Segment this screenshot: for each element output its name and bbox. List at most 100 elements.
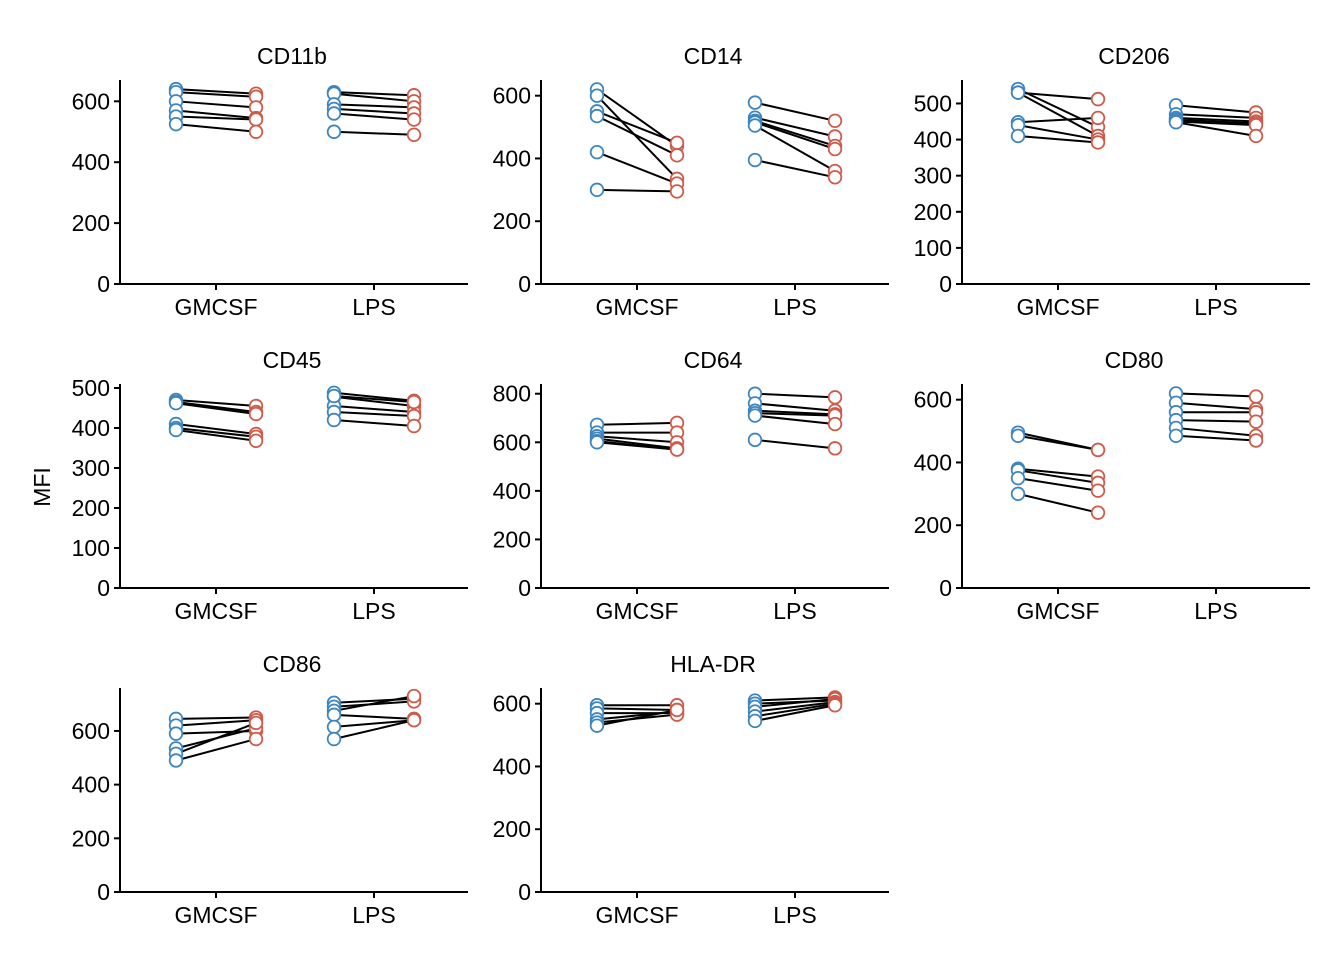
point-after [248, 731, 264, 747]
pair-line [754, 414, 836, 426]
point-after [248, 406, 264, 422]
panel-title: CD11b [257, 43, 327, 69]
pair-line [596, 441, 678, 451]
y-tick-label: 0 [939, 575, 952, 601]
y-tick-label: 400 [72, 415, 110, 441]
point-before [168, 116, 184, 132]
pair-line [1175, 434, 1257, 442]
point-before [747, 432, 763, 448]
x-tick-label: LPS [1194, 598, 1237, 624]
point-before [747, 713, 763, 729]
pair-line [1017, 492, 1099, 514]
point-after [827, 141, 843, 157]
point-after [827, 416, 843, 432]
pair-line [175, 123, 257, 133]
x-tick-label: LPS [773, 294, 816, 320]
point-before [1010, 85, 1026, 100]
y-tick-label: 0 [97, 575, 110, 601]
pair-line [754, 702, 836, 718]
pair-line [1175, 419, 1257, 423]
pair-line [1175, 118, 1257, 125]
y-tick-label: 200 [493, 526, 531, 552]
y-tick-label: 0 [518, 271, 531, 297]
point-before [1168, 428, 1184, 443]
x-tick-label: GMCSF [1016, 294, 1099, 320]
x-tick-label: GMCSF [595, 294, 678, 320]
point-after [1090, 442, 1106, 458]
point-before [589, 435, 605, 450]
point-after [1090, 483, 1106, 498]
pair-line [333, 713, 415, 720]
pair-line [1017, 91, 1099, 101]
panel-title: CD80 [1105, 347, 1164, 373]
point-after [1248, 128, 1264, 144]
point-after [669, 184, 685, 199]
y-tick-label: 600 [493, 429, 531, 455]
pair-line [1175, 401, 1257, 411]
x-tick-label: GMCSF [595, 902, 678, 928]
pair-line [333, 92, 415, 103]
pair-line [1175, 120, 1257, 127]
y-tick-label: 600 [493, 691, 531, 717]
pair-line [333, 395, 415, 403]
pair-line [754, 121, 836, 150]
panel-cd14: CD14 0 200 400 600 GMCSF LPS [493, 43, 889, 320]
point-after [1248, 414, 1264, 429]
y-tick-label: 0 [518, 575, 531, 601]
pair-line [754, 409, 836, 416]
pair-line [596, 115, 678, 157]
x-tick-label: GMCSF [174, 294, 257, 320]
panel-title: CD86 [263, 651, 322, 677]
point-after [827, 113, 843, 129]
y-tick-label: 400 [914, 449, 952, 475]
y-axis-title: MFI [29, 467, 55, 507]
pair-line [175, 91, 257, 98]
y-tick-label: 500 [72, 375, 110, 401]
pair-line [1017, 134, 1099, 144]
pair-line [175, 719, 257, 727]
pair-line [333, 103, 415, 109]
point-before [326, 707, 342, 723]
pair-line [175, 399, 257, 407]
y-tick-label: 100 [914, 235, 952, 261]
pair-line [175, 423, 257, 435]
point-before [326, 412, 342, 428]
y-tick-label: 200 [72, 825, 110, 851]
x-tick-label: LPS [352, 902, 395, 928]
y-tick-label: 100 [72, 535, 110, 561]
pair-line [175, 109, 257, 120]
point-after [406, 394, 422, 410]
pair-line [333, 107, 415, 115]
panel-title: CD206 [1098, 43, 1170, 69]
panel-cd64: CD64 0 200 400 600 800 GMCSF LPS [493, 347, 889, 624]
pair-line [175, 88, 257, 95]
point-before [1010, 128, 1026, 144]
point-after [827, 441, 843, 456]
pair-line [596, 437, 678, 450]
point-after [827, 170, 843, 185]
pair-line [596, 707, 678, 711]
y-tick-label: 0 [97, 271, 110, 297]
pair-line [754, 412, 836, 417]
pair-line [754, 116, 836, 138]
point-after [406, 418, 422, 434]
x-tick-label: GMCSF [595, 598, 678, 624]
pair-line [175, 401, 257, 413]
point-before [1010, 486, 1026, 502]
pair-line [333, 695, 415, 712]
point-after [827, 390, 843, 405]
pair-line [596, 188, 678, 193]
pair-line [1175, 104, 1257, 114]
y-tick-label: 200 [72, 210, 110, 236]
y-tick-label: 300 [914, 163, 952, 189]
pair-line [754, 119, 836, 147]
panel-cd86: CD86 0 200 400 600 GMCSF LPS [72, 651, 468, 928]
panels-group: CD11b 0 200 400 600 GMCSF LPS CD14 0 200 400 600 GMC… [72, 43, 1310, 928]
pair-line [333, 391, 415, 402]
panel-hla-dr: HLA-DR 0 200 400 600 GMCSF LPS [493, 651, 889, 928]
pair-line [175, 402, 257, 415]
pair-line [754, 697, 836, 708]
pair-line [175, 721, 257, 755]
point-after [248, 112, 264, 127]
panel-title: CD64 [684, 347, 743, 373]
